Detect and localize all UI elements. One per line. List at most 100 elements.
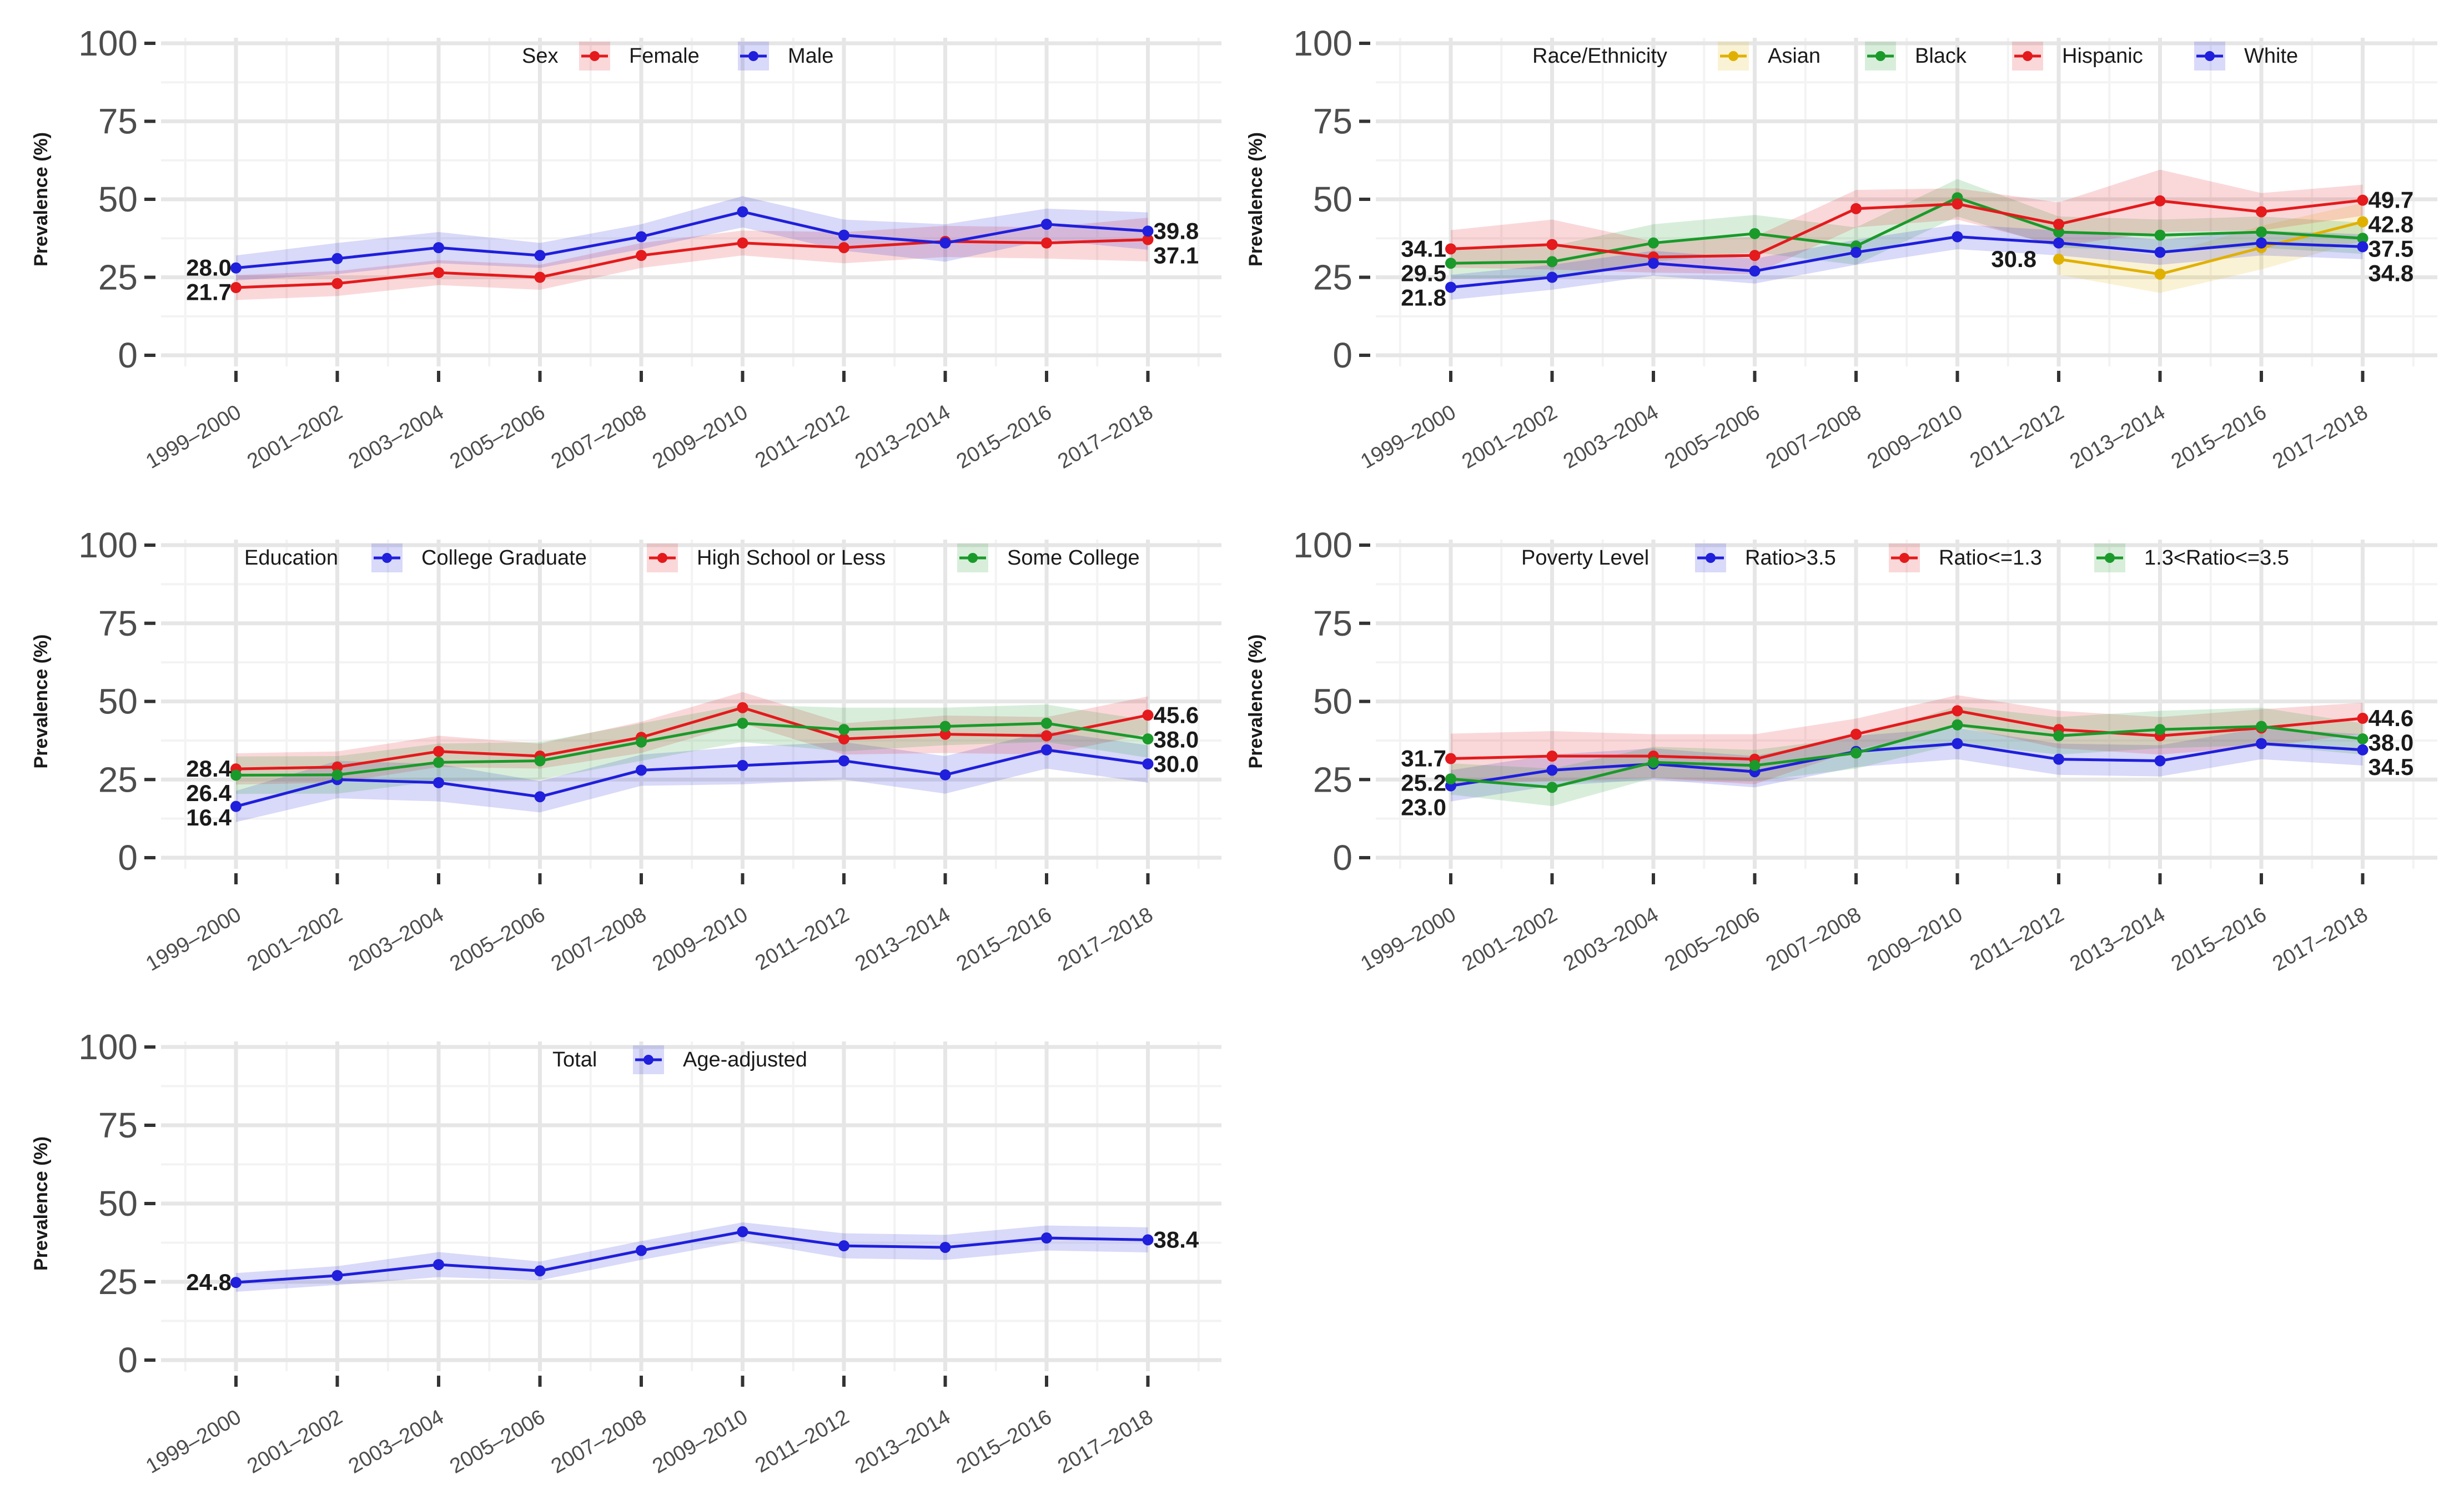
data-point-female [433, 267, 444, 279]
x-tick-label: 2001–2002 [243, 1405, 346, 1478]
y-tick-label: 25 [1313, 258, 1352, 298]
data-label: 16.4 [186, 804, 232, 830]
data-point-high-school-or-less [1041, 730, 1052, 742]
data-label: 34.1 [1401, 235, 1446, 261]
data-point-hispanic [2154, 195, 2166, 207]
data-point-ratio-1-3 [2357, 712, 2369, 724]
data-point-age-adjusted [737, 1226, 748, 1237]
x-tick-label: 2009–2010 [648, 400, 752, 473]
x-tick-label: 2003–2004 [345, 1405, 448, 1478]
data-point-1-3-ratio-3-5 [1749, 759, 1761, 771]
x-tick-label: 2011–2012 [1966, 903, 2068, 975]
data-point-1-3-ratio-3-5 [1850, 747, 1862, 759]
data-label: 38.0 [1154, 726, 1199, 752]
legend-title: Total [552, 1048, 597, 1071]
series-line-male [235, 210, 1148, 270]
data-point-black [2357, 233, 2369, 244]
y-tick-label: 0 [118, 335, 138, 375]
x-tick-label: 2015–2016 [2168, 400, 2271, 473]
legend-label: Hispanic [2062, 44, 2143, 68]
series-line-ratio-3-5 [1450, 742, 2363, 787]
y-axis-label: Prevalence (%) [31, 132, 52, 266]
x-tick-label: 2015–2016 [953, 400, 1056, 473]
chart-panel-education: 0 25 50 75 100 Prevalence (%) 1999–20002001–20… [31, 525, 1221, 976]
data-label: 30.0 [1154, 751, 1199, 777]
legend-label: Some College [1007, 546, 1140, 570]
legend-key-point [1706, 553, 1716, 563]
data-label: 38.4 [1154, 1226, 1199, 1252]
x-tick-label: 2011–2012 [1966, 400, 2068, 472]
data-point-age-adjusted [636, 1245, 647, 1256]
x-tick-label: 2007–2008 [1762, 903, 1865, 975]
data-label: 45.6 [1154, 702, 1199, 728]
x-tick-label: 2001–2002 [243, 903, 346, 975]
data-label: 21.8 [1401, 284, 1446, 310]
legend-item-ratio-1-3: Ratio<=1.3 [1889, 543, 2042, 572]
y-tick-label: 0 [118, 1340, 138, 1380]
data-point-some-college [1041, 717, 1052, 729]
data-point-female [230, 282, 242, 294]
legend-key-point [590, 51, 600, 61]
data-point-ratio-1-3 [1952, 705, 1963, 717]
data-point-asian [2053, 253, 2064, 265]
data-point-white [1445, 281, 1456, 293]
data-point-1-3-ratio-3-5 [2053, 730, 2064, 742]
data-point-age-adjusted [230, 1277, 242, 1288]
x-tick-label: 2017–2018 [1054, 903, 1157, 975]
data-label: 44.6 [2369, 705, 2414, 731]
data-point-some-college [433, 757, 444, 768]
legend-item-male: Male [738, 42, 833, 71]
x-tick-label: 2003–2004 [345, 400, 448, 473]
x-tick-label: 2007–2008 [1762, 400, 1865, 473]
data-label: 23.0 [1401, 794, 1446, 820]
data-point-male [838, 229, 849, 241]
legend-key-point [382, 553, 392, 563]
ci-band-female [236, 218, 1148, 300]
series-line-1-3-ratio-3-5 [1450, 723, 2363, 789]
x-tick-label: 2017–2018 [2269, 903, 2372, 975]
data-point-hispanic [1850, 203, 1862, 214]
y-tick-label: 50 [98, 1184, 138, 1224]
legend-label: White [2244, 44, 2298, 68]
x-tick-label: 1999–2000 [142, 400, 245, 473]
legend-key-point [1899, 553, 1909, 563]
data-point-male [939, 237, 951, 249]
data-point-ratio-3-5 [1546, 764, 1558, 776]
data-point-1-3-ratio-3-5 [1546, 782, 1558, 793]
x-tick-label: 1999–2000 [142, 1405, 245, 1478]
data-point-some-college [939, 721, 951, 732]
ci-band-black [1451, 179, 2363, 279]
legend-title: Race/Ethnicity [1532, 44, 1667, 68]
y-tick-label: 100 [78, 525, 138, 565]
data-point-college-graduate [230, 801, 242, 812]
data-point-female [1142, 234, 1154, 245]
x-tick-label: 2007–2008 [547, 400, 651, 473]
series-line-some-college [235, 722, 1148, 777]
data-point-ratio-3-5 [2357, 744, 2369, 756]
legend-title: Education [244, 546, 338, 570]
data-label: 34.8 [2369, 260, 2414, 286]
data-point-male [230, 262, 242, 274]
x-tick-label: 2005–2006 [1661, 400, 1764, 473]
data-point-hispanic [1952, 198, 1963, 210]
data-point-college-graduate [636, 764, 647, 776]
data-point-black [1749, 228, 1761, 239]
data-point-1-3-ratio-3-5 [1648, 757, 1659, 768]
legend-label: Male [788, 44, 833, 68]
y-axis-label: Prevalence (%) [1245, 635, 1266, 769]
y-tick-label: 75 [98, 603, 138, 643]
data-point-white [2256, 237, 2267, 249]
data-point-ratio-3-5 [2154, 755, 2166, 767]
series-line-high-school-or-less [235, 706, 1148, 771]
x-tick-label: 2017–2018 [1054, 400, 1157, 473]
data-point-white [2357, 241, 2369, 253]
data-point-black [2256, 226, 2267, 238]
y-tick-label: 100 [1293, 525, 1352, 565]
x-tick-label: 2009–2010 [1863, 903, 1967, 975]
data-point-female [636, 250, 647, 261]
data-point-black [1546, 256, 1558, 268]
x-tick-label: 2017–2018 [1054, 1405, 1157, 1478]
data-point-college-graduate [1142, 758, 1154, 770]
data-point-ratio-1-3 [1445, 753, 1456, 764]
